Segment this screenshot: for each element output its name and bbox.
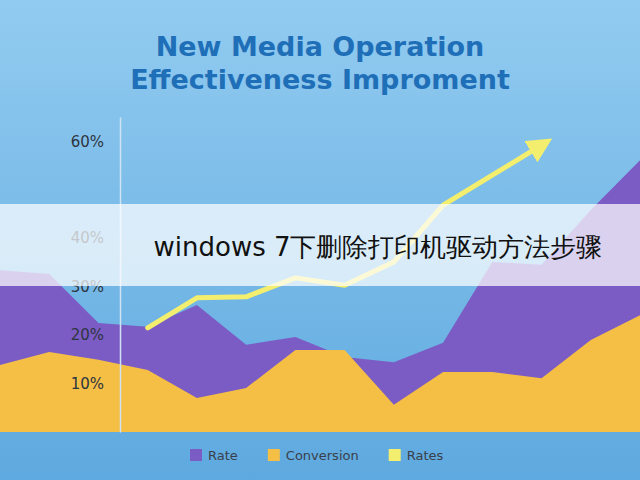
legend-swatch	[190, 449, 202, 461]
legend-label: Rate	[208, 448, 238, 463]
banner	[0, 204, 640, 286]
legend-item: Conversion	[268, 448, 359, 463]
legend-label: Rates	[407, 448, 444, 463]
y-tick: 10%	[71, 375, 120, 393]
legend-item: Rate	[190, 448, 238, 463]
area-0	[0, 160, 640, 432]
title-line: New Media Operation	[156, 31, 485, 62]
legend-swatch	[389, 449, 401, 461]
y-tick-label: 60%	[71, 133, 104, 151]
legend-label: Conversion	[286, 448, 359, 463]
area-1	[0, 315, 640, 432]
y-tick-label: 20%	[71, 326, 104, 344]
y-tick: 20%	[71, 326, 120, 344]
banner-text: windows 7下删除打印机驱动方法步骤	[154, 232, 603, 262]
legend-item: Rates	[389, 448, 444, 463]
y-tick-label: 10%	[71, 375, 104, 393]
plot-area	[0, 145, 640, 432]
y-tick: 60%	[71, 133, 120, 151]
title-line: Effectiveness Improment	[130, 64, 510, 95]
chart: 10%20%30%40%60%New Media OperationEffect…	[0, 0, 640, 480]
legend-swatch	[268, 449, 280, 461]
title: New Media OperationEffectiveness Improme…	[130, 31, 510, 95]
background	[0, 0, 640, 480]
legend: Rate Conversion Rates	[190, 448, 444, 463]
